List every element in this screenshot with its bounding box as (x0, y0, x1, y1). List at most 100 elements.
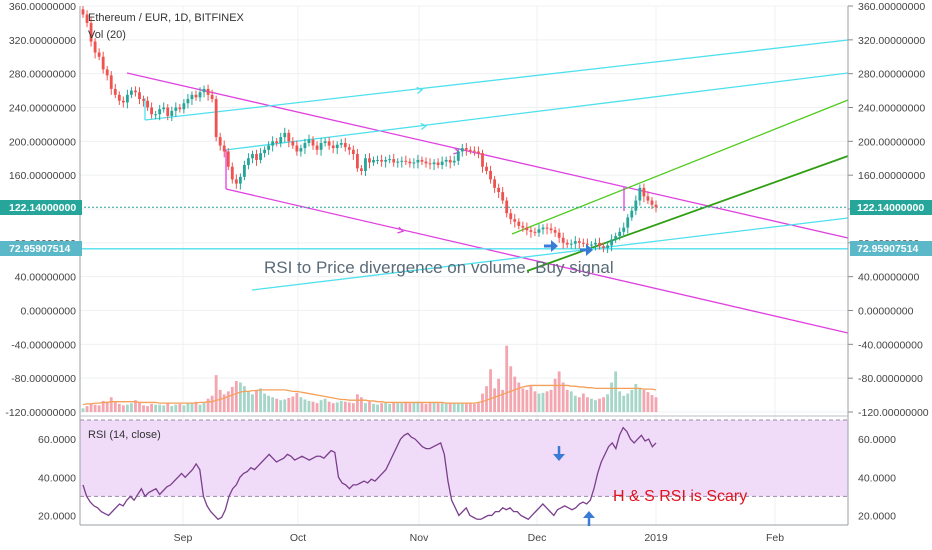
candle-body (460, 148, 464, 152)
volume-bar (166, 403, 170, 412)
volume-bar (598, 398, 601, 412)
candle-body (557, 232, 561, 238)
candle-body (97, 52, 101, 57)
candle-body (109, 75, 113, 89)
volume-bar (440, 403, 444, 412)
volume-bar (473, 403, 476, 412)
candle-body (618, 231, 622, 237)
arrow-down-icon (553, 446, 565, 461)
volume-bar (626, 393, 630, 412)
volume-bar (214, 375, 218, 412)
price-axis-tick-left: 240.00000000 (9, 103, 76, 115)
trendline-arrow-icon (420, 122, 428, 130)
trendline-arrow-head (420, 122, 428, 130)
time-axis-tick: Sep (174, 532, 193, 544)
candle-body (230, 166, 234, 180)
volume-bar (242, 386, 246, 412)
candle-body (174, 107, 178, 111)
rsi-axis-tick-right: 60.0000 (858, 434, 896, 446)
candle-body (501, 192, 505, 201)
candle-body (202, 88, 206, 93)
candle-body (626, 217, 630, 228)
candle-body (299, 148, 303, 152)
trendline-arrow-head (416, 86, 424, 94)
rsi-panel (82, 426, 657, 521)
rsi-axis-tick-right: 40.0000 (858, 472, 896, 484)
candle-body (408, 161, 412, 164)
volume-bar (513, 376, 517, 412)
volume-bar (594, 400, 597, 412)
volume-bar (327, 401, 331, 412)
candle-body (585, 243, 589, 245)
candle-body (146, 100, 149, 108)
volume-bar (521, 388, 525, 412)
candle-body (577, 241, 581, 243)
volume-bar (150, 403, 154, 412)
volume-bar (452, 403, 456, 412)
volume-bar (638, 387, 642, 412)
candle-body (606, 245, 609, 248)
candle-body (537, 229, 541, 233)
volume-bar (121, 405, 125, 412)
candle-body (493, 179, 497, 188)
price-axis-tick-right: 160.00000000 (858, 170, 925, 182)
candle-body (138, 92, 141, 100)
candlesticks (81, 6, 658, 253)
price-badge-left-text: 122.14000000 (9, 202, 76, 214)
volume-bar (93, 404, 97, 412)
candle-body (622, 227, 626, 232)
volume-bar (509, 366, 513, 412)
volume-legend: Vol (20) (88, 29, 126, 41)
price-badge-right-text: 122.14000000 (857, 202, 924, 214)
candle-body (456, 151, 460, 161)
magenta-channel-upper (126, 72, 849, 239)
volume-bar (97, 405, 101, 412)
candle-body (238, 176, 242, 184)
volume-bar (493, 388, 497, 412)
volume-bar (194, 401, 198, 412)
candle-body (614, 236, 618, 240)
volume-bar (178, 403, 182, 412)
candle-body (634, 200, 638, 211)
volume-bar (602, 397, 605, 412)
time-axis-tick: Dec (528, 532, 547, 544)
axes: 360.00000000 360.00000000 320.00000000 320.… (5, 1, 928, 544)
volume-bar (541, 392, 545, 412)
candle-body (339, 143, 343, 145)
volume-bar (339, 400, 343, 412)
candle-body (392, 159, 396, 163)
candle-body (581, 242, 585, 244)
price-badge-right: 122.14000000 (850, 200, 932, 215)
candle-body (158, 109, 162, 115)
candle-body (190, 94, 194, 100)
candle-body (573, 241, 577, 244)
volume-bar (489, 369, 492, 412)
rsi-axis-tick-left: 60.0000 (38, 434, 76, 446)
candle-body (545, 227, 549, 229)
candle-body (610, 239, 614, 246)
candle-body (81, 9, 85, 15)
price-axis-tick-left: 160.00000000 (9, 170, 76, 182)
candle-body (93, 41, 97, 53)
candle-body (553, 230, 557, 233)
price-axis-tick-right: 320.00000000 (858, 35, 925, 47)
candle-body (388, 159, 392, 161)
candle-body (565, 242, 569, 245)
candle-body (331, 145, 335, 149)
candle-body (214, 99, 218, 138)
price-axis-tick-right: 0.00000000 (858, 306, 914, 318)
volume-bar (577, 397, 581, 412)
volume-bar (368, 401, 371, 412)
price-axis-tick-right: 240.00000000 (858, 103, 925, 115)
candle-body (226, 151, 230, 167)
candle-body (170, 110, 174, 116)
candle-body (178, 107, 182, 110)
volume-bar (505, 345, 509, 412)
volume-bar (481, 393, 484, 412)
candle-body (364, 158, 367, 171)
volume-bar (432, 402, 436, 412)
volume-bar (255, 389, 258, 412)
volume-bar (380, 403, 384, 412)
support-badge-left-text: 72.95907514 (9, 243, 70, 255)
